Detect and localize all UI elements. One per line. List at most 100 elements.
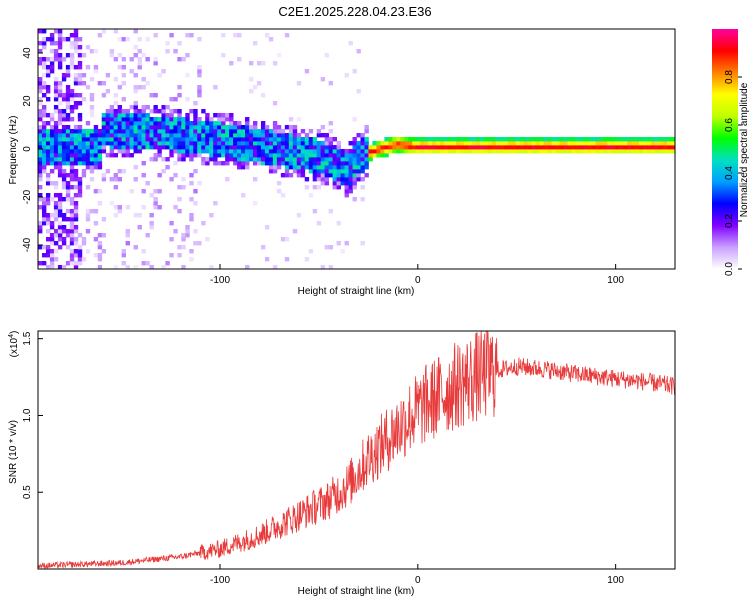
heatmap-cell: [320, 145, 326, 150]
heatmap-cell: [57, 93, 63, 98]
heatmap-cell: [241, 141, 246, 146]
heatmap-cell: [583, 145, 588, 150]
heatmap-cell: [57, 45, 63, 50]
heatmap-cell: [229, 113, 234, 118]
heatmap-cell: [125, 265, 130, 270]
heatmap-cell: [364, 165, 369, 170]
heatmap-cell: [300, 149, 306, 154]
heatmap-cell: [245, 157, 250, 162]
heatmap-cell: [189, 149, 194, 154]
heatmap-cell: [165, 145, 170, 150]
heatmap-cell: [177, 113, 182, 118]
heatmap-cell: [360, 197, 365, 202]
heatmap-cell: [177, 149, 182, 154]
heatmap-cell: [372, 153, 377, 158]
heatmap-cell: [364, 153, 369, 158]
heatmap-cell: [121, 141, 126, 146]
heatmap-cell: [61, 217, 67, 222]
heatmap-cell: [173, 137, 178, 142]
heatmap-cell: [113, 265, 119, 270]
heatmap-cell: [627, 141, 632, 146]
heatmap-cell: [145, 233, 150, 238]
heatmap-cell: [97, 145, 103, 150]
heatmap-cell: [217, 121, 222, 126]
heatmap-cell: [69, 253, 75, 258]
heatmap-cell: [308, 165, 314, 170]
heatmap-cell: [121, 169, 126, 174]
heatmap-cell: [45, 201, 51, 206]
heatmap-cell: [161, 169, 166, 174]
heatmap-cell: [213, 153, 218, 158]
heatmap-cell: [276, 53, 282, 58]
heatmap-cell: [189, 129, 194, 134]
heatmap-cell: [229, 133, 234, 138]
heatmap-cell: [324, 153, 330, 158]
heatmap-cell: [296, 161, 302, 166]
heatmap-cell: [161, 109, 166, 114]
heatmap-cell: [101, 137, 107, 142]
heatmap-cell: [41, 109, 47, 114]
heatmap-cell: [97, 153, 103, 158]
heatmap-cell: [209, 121, 214, 126]
heatmap-cell: [157, 137, 162, 142]
heatmap-cell: [324, 165, 330, 170]
heatmap-cell: [137, 149, 142, 154]
heatmap-cell: [53, 193, 59, 198]
heatmap-cell: [221, 113, 226, 118]
heatmap-cell: [547, 145, 552, 150]
heatmap-cell: [57, 109, 63, 114]
heatmap-cell: [61, 73, 67, 78]
heatmap-cell: [61, 241, 67, 246]
heatmap-y-label: Frequency (Hz): [8, 116, 19, 185]
heatmap-cell: [53, 81, 59, 86]
heatmap-cell: [109, 53, 115, 58]
heatmap-cell: [73, 41, 79, 46]
heatmap-cell: [77, 61, 83, 66]
heatmap-cell: [276, 165, 282, 170]
heatmap-cell: [471, 145, 477, 150]
heatmap-cell: [233, 33, 238, 38]
heatmap-cell: [483, 141, 489, 146]
heatmap-cell: [260, 157, 266, 162]
heatmap-cell: [41, 133, 47, 138]
heatmap-cell: [133, 73, 138, 78]
heatmap-cell: [165, 141, 170, 146]
heatmap-cell: [177, 153, 182, 158]
heatmap-cell: [153, 109, 158, 114]
heatmap-cell: [495, 149, 501, 154]
heatmap-cell: [101, 177, 107, 182]
heatmap-cell: [280, 157, 286, 162]
heatmap-cell: [41, 149, 47, 154]
heatmap-cell: [137, 65, 142, 70]
heatmap-cell: [117, 109, 123, 114]
heatmap-cell: [85, 85, 91, 90]
heatmap-cell: [125, 117, 130, 122]
heatmap-cell: [193, 201, 198, 206]
heatmap-cell: [221, 33, 226, 38]
heatmap-cell: [117, 105, 123, 110]
heatmap-cell: [209, 145, 214, 150]
heatmap-cell: [304, 177, 310, 182]
heatmap-cell: [241, 165, 246, 170]
heatmap-cell: [177, 125, 182, 130]
heatmap-cell: [356, 157, 361, 162]
heatmap-cell: [149, 225, 154, 230]
heatmap-cell: [38, 61, 43, 66]
heatmap-cell: [221, 153, 226, 158]
heatmap-cell: [328, 173, 334, 178]
heatmap-cell: [268, 137, 274, 142]
heatmap-cell: [45, 237, 51, 242]
snr-x-tick-label: 100: [607, 575, 624, 586]
heatmap-cell: [623, 137, 628, 142]
heatmap-cell: [364, 161, 369, 166]
heatmap-cell: [145, 137, 150, 142]
heatmap-cell: [272, 169, 278, 174]
heatmap-cell: [249, 89, 254, 94]
heatmap-cell: [133, 45, 138, 50]
heatmap-cell: [252, 145, 258, 150]
heatmap-cell: [53, 85, 59, 90]
heatmap-cell: [515, 149, 521, 154]
heatmap-cell: [336, 157, 341, 162]
heatmap-cell: [38, 145, 43, 150]
